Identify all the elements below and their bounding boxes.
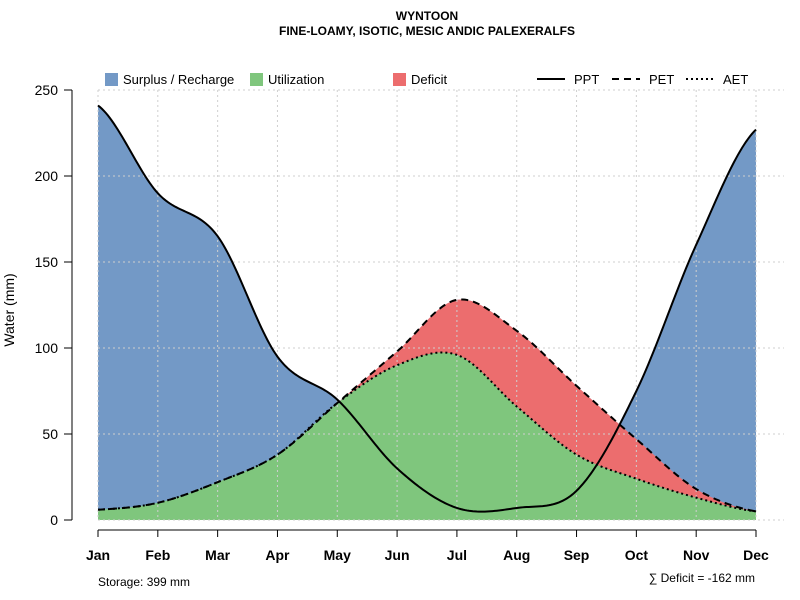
y-tick-label: 0 — [50, 512, 58, 528]
series-line-aet — [97, 351, 757, 513]
x-tick-label-nov: Nov — [683, 547, 710, 563]
legend-swatch-surplus — [105, 73, 118, 86]
x-tick-label-jan: Jan — [86, 547, 110, 563]
legend-swatch-utilization — [250, 73, 263, 86]
x-tick-label-jul: Jul — [447, 547, 467, 563]
y-tick-label: 100 — [35, 340, 59, 356]
y-tick-label: 250 — [35, 82, 59, 98]
storage-note: Storage: 399 mm — [98, 575, 190, 589]
x-tick-label-may: May — [324, 547, 351, 563]
legend-label-deficit: Deficit — [411, 72, 448, 87]
y-axis-label: Water (mm) — [1, 273, 17, 346]
utilization-area — [98, 352, 756, 520]
chart-title: WYNTOON — [396, 9, 458, 23]
deficit-note: ∑ Deficit = -162 mm — [649, 571, 755, 585]
x-tick-label-aug: Aug — [503, 547, 530, 563]
x-tick-label-jun: Jun — [385, 547, 410, 563]
x-tick-label-mar: Mar — [205, 547, 230, 563]
legend-label-ppt: PPT — [574, 72, 599, 87]
series-line-pet — [97, 298, 757, 513]
legend-swatch-deficit — [393, 73, 406, 86]
chart-subtitle: FINE-LOAMY, ISOTIC, MESIC ANDIC PALEXERA… — [279, 24, 575, 38]
deficit-area — [98, 299, 756, 512]
legend-label-utilization: Utilization — [268, 72, 324, 87]
line-layer — [97, 104, 757, 513]
grid-layer — [97, 89, 784, 521]
y-tick-label: 150 — [35, 254, 59, 270]
legend: Surplus / Recharge Utilization Deficit PPT P… — [105, 72, 748, 87]
x-tick-label-feb: Feb — [145, 547, 170, 563]
y-tick-label: 50 — [42, 426, 58, 442]
x-tick-label-dec: Dec — [743, 547, 769, 563]
series-line-ppt — [97, 104, 757, 513]
axes-layer: 0 50 100 150 200 250 Jan Feb Mar Apr May Jun Jul Aug S… — [35, 82, 769, 563]
legend-label-aet: AET — [723, 72, 748, 87]
legend-label-surplus: Surplus / Recharge — [123, 72, 234, 87]
legend-label-pet: PET — [649, 72, 674, 87]
area-layer — [98, 105, 756, 520]
x-tick-label-sep: Sep — [564, 547, 590, 563]
x-tick-label-oct: Oct — [625, 547, 649, 563]
x-tick-label-apr: Apr — [265, 547, 290, 563]
y-tick-label: 200 — [35, 168, 59, 184]
